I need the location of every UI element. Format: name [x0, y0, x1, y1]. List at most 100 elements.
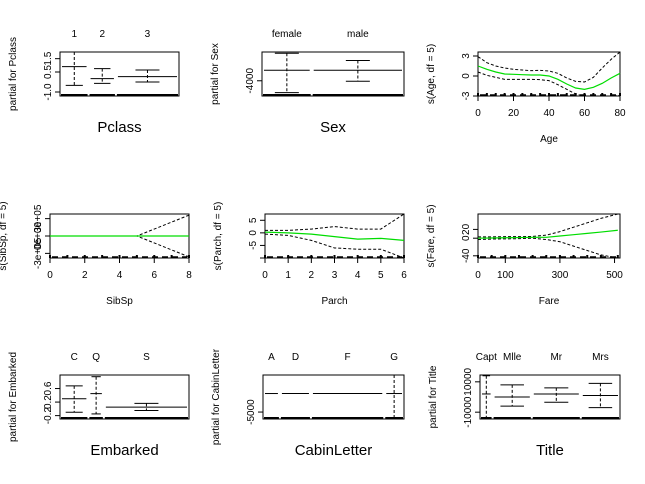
plot-frame — [477, 51, 621, 97]
x-tick-label: 80 — [614, 108, 626, 119]
x-tick-label: 4 — [355, 270, 361, 281]
category-label-c: C — [71, 352, 78, 363]
upper-band — [477, 51, 621, 83]
y-tick-label: 0 — [461, 235, 472, 241]
y-tick-label: 0.2 — [43, 395, 54, 409]
y-axis-label: s(Parch, df = 5) — [213, 202, 224, 271]
lower-band — [264, 233, 405, 259]
y-axis-label: s(Fare, df = 5) — [426, 204, 437, 267]
category-label-mlle: Mlle — [503, 352, 522, 363]
y-axis-label: partial for Sex — [210, 43, 221, 105]
x-tick-label: 3 — [332, 270, 338, 281]
upper-band — [478, 213, 618, 238]
fit-line — [264, 231, 405, 241]
category-label-capt: Capt — [476, 352, 497, 363]
y-tick-label: 0 — [248, 230, 259, 236]
x-tick-label: 0 — [475, 108, 481, 119]
x-tick-label: 100 — [497, 270, 514, 281]
plot-frame — [59, 51, 180, 97]
x-axis-label: Pclass — [97, 119, 141, 136]
y-axis-label: partial for Title — [428, 365, 439, 428]
category-label-f: F — [345, 352, 351, 363]
y-tick-label: 5 — [248, 217, 259, 223]
y-tick-label: -1.0 — [43, 83, 54, 101]
x-tick-label: 0 — [47, 270, 53, 281]
x-tick-label: 2 — [309, 270, 315, 281]
y-tick-label: 0e+00 — [33, 222, 44, 251]
y-tick-label: 10000 — [463, 367, 474, 395]
fit-line — [477, 229, 618, 239]
y-tick-label: -40 — [461, 248, 472, 263]
y-tick-label: 20 — [461, 223, 472, 235]
x-tick-label: 20 — [508, 108, 520, 119]
y-axis-label: partial for Pclass — [8, 37, 19, 111]
plot-frame — [262, 374, 405, 420]
x-tick-label: 4 — [117, 270, 123, 281]
category-label-male: male — [347, 29, 369, 40]
plot-frame — [477, 213, 621, 259]
x-axis-label: CabinLetter — [295, 442, 373, 459]
panel-4: s(Parch, df = 5) -5 0 5 Parch 0 1 2 3 4 5 6 — [213, 202, 407, 307]
x-tick-label: 60 — [579, 108, 591, 119]
category-label-q: Q — [92, 352, 100, 363]
x-tick-label: 6 — [151, 270, 157, 281]
x-tick-label: 0 — [262, 270, 268, 281]
x-tick-label: 6 — [401, 270, 407, 281]
y-tick-label: 0.5 — [43, 65, 54, 79]
y-axis-label: s(Age, df = 5) — [426, 44, 437, 104]
x-axis-label: Fare — [539, 296, 560, 307]
category-label-mrs: Mrs — [592, 352, 609, 363]
x-tick-label: 1 — [285, 270, 291, 281]
category-label-mr: Mr — [550, 352, 562, 363]
x-axis-label: Sex — [320, 119, 346, 136]
x-tick-label: 2 — [82, 270, 88, 281]
y-tick-label: -0.2 — [43, 407, 54, 425]
y-tick-label: 0.6 — [43, 381, 54, 395]
x-axis-label: Title — [536, 442, 564, 459]
x-tick-label: 300 — [552, 270, 569, 281]
x-axis-label: Age — [540, 134, 558, 145]
x-tick-label: 40 — [543, 108, 555, 119]
x-tick-label: 0 — [475, 270, 481, 281]
category-label-2: 2 — [99, 29, 105, 40]
y-tick-label: -5000 — [246, 399, 257, 425]
upper-band — [50, 214, 190, 237]
y-tick-label: -4000 — [245, 68, 256, 94]
y-tick-label: 1.5 — [43, 51, 54, 65]
category-label-d: D — [292, 352, 299, 363]
lower-band — [477, 71, 621, 97]
y-axis-label: s(SibSp, df = 5) — [0, 201, 9, 270]
x-tick-label: 8 — [186, 270, 192, 281]
panel-0: partial for Pclass -1.0 0.51.5 Pclass 1 2 3 — [8, 29, 180, 136]
panel-7: partial for CabinLetter -5000 CabinLetter A… — [211, 348, 405, 459]
y-tick-label: -3e+05 — [33, 237, 44, 269]
x-axis-label: Parch — [321, 296, 347, 307]
category-label-1: 1 — [71, 29, 77, 40]
category-label-a: A — [268, 352, 275, 363]
panel-1: partial for Sex -4000 Sex female male — [210, 29, 405, 136]
category-label-g: G — [390, 352, 398, 363]
plot-frame — [261, 51, 405, 97]
x-axis-label: SibSp — [106, 296, 133, 307]
lower-band — [50, 235, 190, 258]
y-tick-label: 3e+05 — [33, 204, 44, 233]
y-tick-label: -3 — [461, 91, 472, 100]
y-tick-label: -10000 — [463, 396, 474, 428]
category-label-s: S — [143, 352, 150, 363]
panel-6: partial for Embarked -0.20.20.6 Embarked C Q… — [8, 352, 190, 459]
lower-band — [477, 237, 618, 259]
y-tick-label: 3 — [461, 53, 472, 59]
fit-line — [477, 65, 621, 90]
y-axis-label: partial for CabinLetter — [211, 348, 222, 445]
x-tick-label: 500 — [606, 270, 623, 281]
x-axis-label: Embarked — [90, 442, 158, 459]
plot-frame — [264, 213, 405, 259]
category-label-female: female — [272, 29, 302, 40]
y-tick-label: -5 — [248, 241, 259, 250]
category-label-3: 3 — [145, 29, 151, 40]
upper-band — [265, 213, 405, 231]
